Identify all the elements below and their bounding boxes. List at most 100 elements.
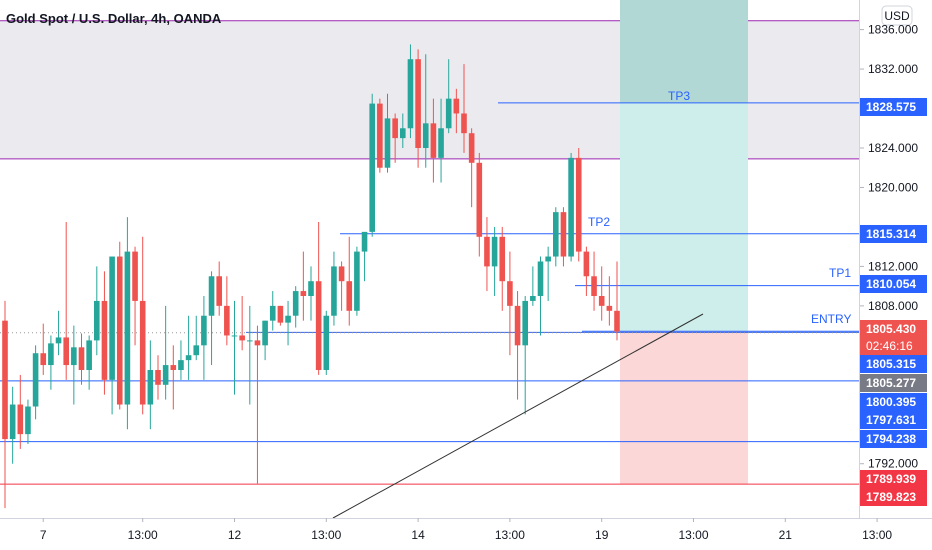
candle bbox=[285, 300, 291, 346]
candle-body bbox=[369, 103, 375, 232]
x-tick-label: 13:00 bbox=[862, 528, 892, 542]
candle-body bbox=[323, 315, 330, 370]
candle-body bbox=[139, 300, 146, 405]
candle bbox=[361, 231, 368, 282]
candle bbox=[545, 246, 551, 301]
tp1-label: TP1 bbox=[829, 266, 851, 280]
candle-body bbox=[124, 251, 131, 405]
candle-body bbox=[71, 347, 77, 366]
candle bbox=[32, 345, 39, 420]
candle-body bbox=[32, 353, 39, 407]
candle-body bbox=[78, 347, 85, 370]
candle-body bbox=[445, 98, 452, 129]
candle bbox=[9, 386, 16, 464]
last-price-tag: 1805.277 bbox=[860, 374, 927, 392]
candle bbox=[86, 335, 92, 390]
x-tick-label: 13:00 bbox=[678, 528, 708, 542]
entry-label: ENTRY bbox=[811, 312, 851, 326]
candle bbox=[346, 236, 353, 326]
candle bbox=[101, 271, 108, 395]
price-axis[interactable]: USD 1836.000 1832.000 1824.000 1820.000 1812… bbox=[859, 0, 932, 550]
countdown-tag-text: 02:46:16 bbox=[866, 339, 913, 353]
candle bbox=[231, 300, 238, 395]
profit-zone bbox=[620, 102, 748, 332]
entry-price-tag: 1805.430 bbox=[860, 320, 927, 338]
candle bbox=[384, 93, 391, 173]
time-axis[interactable]: 713:001213:001413:001913:002113:002613:0… bbox=[0, 518, 932, 542]
currency-label: USD bbox=[884, 9, 910, 23]
candle bbox=[48, 335, 54, 390]
level-price-tag-text: 1800.395 bbox=[866, 395, 916, 409]
candle bbox=[415, 49, 421, 168]
candle bbox=[468, 128, 475, 208]
candle-body bbox=[453, 98, 460, 114]
candle-body bbox=[262, 320, 268, 346]
candlesticks bbox=[2, 44, 620, 509]
candle-body bbox=[476, 162, 483, 237]
candle bbox=[430, 98, 437, 183]
candle-body bbox=[170, 365, 177, 370]
candle bbox=[262, 320, 268, 361]
tp3-price-tag-bg bbox=[860, 98, 927, 116]
countdown-tag-bg bbox=[860, 337, 927, 355]
tp1-price-tag-bg bbox=[860, 275, 927, 293]
candle bbox=[407, 44, 414, 139]
x-tick-label: 12 bbox=[228, 528, 242, 542]
tp3-label: TP3 bbox=[668, 89, 690, 103]
candle-body bbox=[499, 236, 506, 282]
loss-zone bbox=[620, 331, 748, 485]
candle-body bbox=[553, 212, 559, 257]
candle-body bbox=[591, 276, 597, 296]
candle-body bbox=[269, 305, 276, 321]
candle bbox=[476, 152, 483, 257]
x-tick-label: 14 bbox=[411, 528, 425, 542]
candle bbox=[522, 296, 528, 415]
candle-body bbox=[208, 276, 215, 316]
candle-body bbox=[560, 212, 567, 257]
candle-body bbox=[514, 305, 521, 346]
y-tick-label: 1820.000 bbox=[868, 180, 918, 194]
candle bbox=[377, 98, 383, 173]
stop-price-tag-bg bbox=[860, 470, 927, 488]
candle bbox=[537, 256, 544, 336]
candle bbox=[499, 226, 506, 311]
candle bbox=[553, 207, 559, 267]
candle-body bbox=[377, 103, 383, 168]
candle bbox=[216, 261, 222, 316]
candle-body bbox=[101, 300, 108, 380]
entry-price-tag-bg bbox=[860, 320, 927, 338]
y-tick-label: 1792.000 bbox=[868, 457, 918, 471]
tp3-price-tag: 1828.575 bbox=[860, 98, 927, 116]
candle bbox=[55, 310, 62, 356]
candle bbox=[354, 246, 360, 316]
candle bbox=[162, 305, 169, 400]
candle-body bbox=[545, 256, 551, 262]
candle-body bbox=[400, 128, 406, 139]
candle bbox=[308, 266, 314, 321]
trend-line[interactable] bbox=[332, 313, 704, 519]
candle-body bbox=[94, 300, 100, 341]
candle-body bbox=[285, 315, 291, 323]
candle bbox=[139, 236, 146, 415]
candle bbox=[575, 148, 582, 262]
candle-body bbox=[2, 320, 8, 440]
candle bbox=[422, 54, 429, 168]
candle bbox=[438, 98, 444, 183]
candle-body bbox=[185, 355, 192, 361]
x-tick-label: 13:00 bbox=[311, 528, 341, 542]
candle bbox=[453, 88, 460, 134]
candle-body bbox=[48, 343, 54, 366]
candle-body bbox=[338, 266, 345, 282]
level-price-tag: 1794.238 bbox=[860, 430, 927, 448]
stop-price-tag: 1789.939 bbox=[860, 470, 927, 488]
candle bbox=[147, 340, 154, 430]
candle bbox=[315, 222, 322, 375]
candle-body bbox=[392, 118, 398, 139]
candle-body bbox=[201, 315, 207, 346]
y-tick-label: 1824.000 bbox=[868, 141, 918, 155]
candle-body bbox=[537, 261, 544, 296]
candle bbox=[300, 251, 307, 321]
candle bbox=[323, 310, 330, 375]
currency-button[interactable] bbox=[881, 5, 913, 26]
